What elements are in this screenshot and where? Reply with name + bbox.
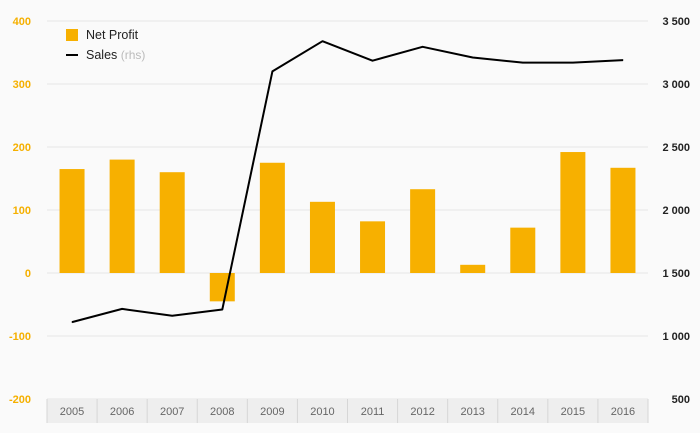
bar-net-profit-2013 [460,264,486,273]
legend-swatch-net-profit [66,29,78,41]
bar-net-profit-2007 [159,172,185,273]
right-tick-label: 2 500 [662,142,690,154]
x-tick-label: 2006 [110,406,134,418]
x-tick-label: 2010 [310,406,334,418]
x-tick-label: 2011 [361,406,385,418]
x-tick-label: 2013 [460,406,484,418]
right-tick-label: 500 [672,394,690,406]
legend-label-rhs: (rhs) [121,48,146,62]
x-tick-label: 2012 [410,406,434,418]
legend: Net Profit Sales (rhs) [66,28,145,62]
right-tick-label: 1 000 [662,331,690,343]
sales-point-2016 [622,59,624,61]
right-axis: 3 500 3 000 2 500 2 000 1 500 1 000 500 [662,16,690,406]
right-tick-label: 1 500 [662,268,690,280]
bar-net-profit-2008 [209,273,235,302]
left-tick-label: 0 [25,268,31,280]
bar-net-profit-2014 [510,227,536,273]
bar-net-profit-2006 [109,159,135,273]
sales-point-2014 [522,62,524,64]
x-tick-label: 2014 [511,406,535,418]
sales-point-2007 [171,315,173,317]
sales-point-2015 [572,62,574,64]
x-tick-label: 2005 [60,406,84,418]
right-tick-label: 2 000 [662,205,690,217]
left-axis: 400 300 200 100 0 -100 -200 [9,16,31,406]
bar-net-profit-2015 [560,152,586,273]
x-axis: 2005 2006 2007 2008 2009 2010 2011 2012 2013 2014… [46,399,649,423]
sales-line-layer [71,40,624,324]
sales-point-2010 [321,40,323,42]
net-profit-bars [59,152,636,302]
bar-net-profit-2010 [309,201,335,273]
bar-net-profit-2005 [59,169,85,273]
right-tick-label: 3 500 [662,16,690,28]
x-tick-label: 2007 [160,406,184,418]
sales-point-2005 [71,321,73,323]
bar-net-profit-2016 [610,167,636,273]
x-tick-label: 2015 [561,406,585,418]
right-tick-label: 3 000 [662,79,690,91]
sales-point-2009 [271,70,273,72]
x-tick-label: 2009 [260,406,284,418]
x-tick-label: 2016 [611,406,635,418]
legend-label-sales: Sales [86,48,117,62]
bar-net-profit-2012 [410,189,436,273]
x-tick-label: 2008 [210,406,234,418]
left-tick-label: 200 [13,142,31,154]
legend-label-net-profit: Net Profit [86,28,139,42]
left-tick-label: -200 [9,394,31,406]
left-tick-label: 100 [13,205,31,217]
left-tick-label: 300 [13,79,31,91]
bar-net-profit-2011 [360,221,386,273]
sales-point-2012 [422,46,424,48]
bar-net-profit-2009 [259,162,285,273]
left-tick-label: 400 [13,16,31,28]
sales-point-2011 [372,60,374,62]
sales-point-2008 [221,309,223,311]
gridlines [47,20,648,400]
sales-point-2006 [121,308,123,310]
sales-line [71,40,624,324]
left-tick-label: -100 [9,331,31,343]
svg-text:Sales (rhs): Sales (rhs) [86,48,145,62]
sales-point-2013 [472,57,474,59]
